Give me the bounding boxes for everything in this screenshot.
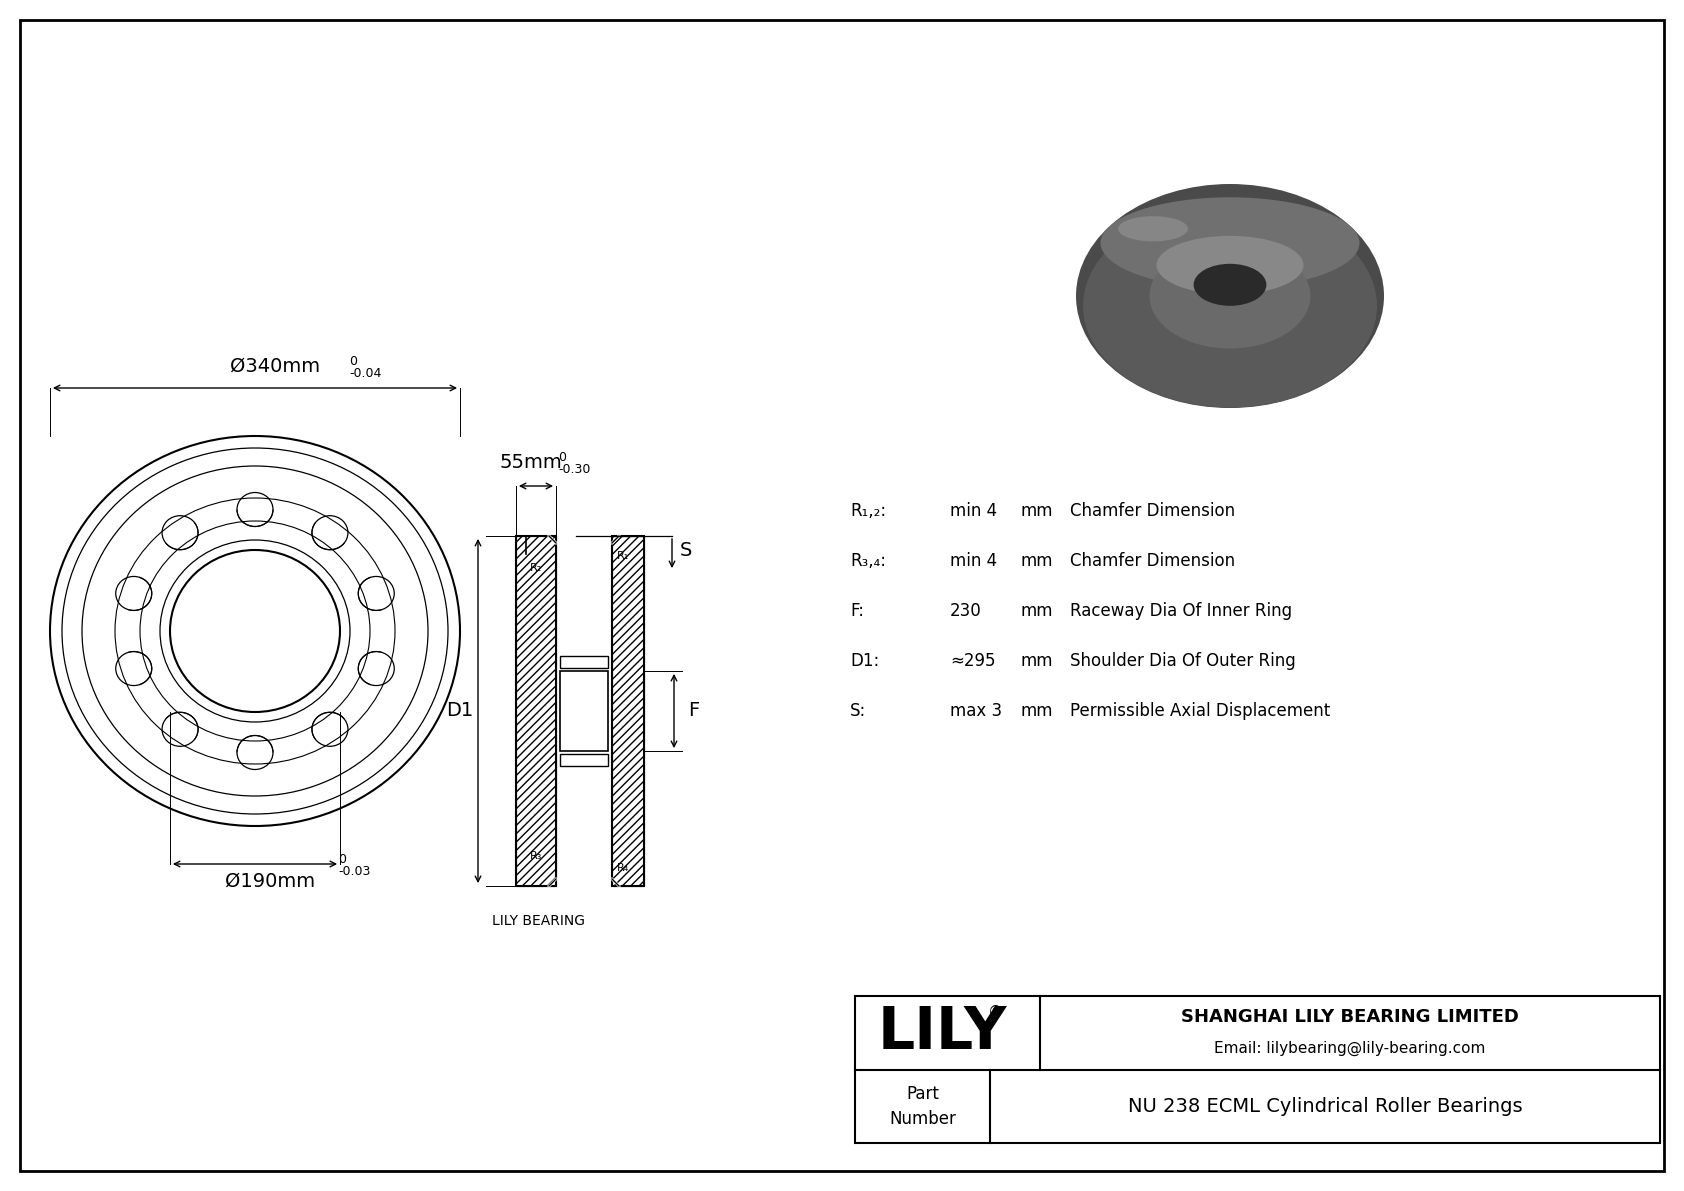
Text: mm: mm [1021, 651, 1052, 671]
Text: 0: 0 [338, 853, 345, 866]
Text: Part
Number: Part Number [889, 1085, 957, 1128]
Text: Chamfer Dimension: Chamfer Dimension [1069, 551, 1234, 570]
Bar [561, 754, 608, 766]
Bar [561, 671, 608, 752]
Bar [855, 996, 1660, 1143]
Text: S:: S: [850, 701, 866, 721]
Bar [515, 536, 556, 886]
Text: ≈295: ≈295 [950, 651, 995, 671]
Text: -0.04: -0.04 [349, 367, 381, 380]
Text: min 4: min 4 [950, 551, 997, 570]
Ellipse shape [1118, 217, 1187, 242]
Text: mm: mm [1021, 601, 1052, 621]
Text: Raceway Dia Of Inner Ring: Raceway Dia Of Inner Ring [1069, 601, 1292, 621]
Text: 0: 0 [349, 355, 357, 368]
Text: 230: 230 [950, 601, 982, 621]
Text: -0.03: -0.03 [338, 865, 370, 878]
Ellipse shape [1101, 198, 1359, 288]
Ellipse shape [1194, 263, 1266, 306]
Text: mm: mm [1021, 701, 1052, 721]
Text: NU 238 ECML Cylindrical Roller Bearings: NU 238 ECML Cylindrical Roller Bearings [1128, 1097, 1522, 1116]
Ellipse shape [1150, 243, 1310, 349]
Ellipse shape [1076, 183, 1384, 409]
Text: Chamfer Dimension: Chamfer Dimension [1069, 501, 1234, 520]
Text: R₁,₂:: R₁,₂: [850, 501, 886, 520]
Text: F:: F: [850, 601, 864, 621]
Text: min 4: min 4 [950, 501, 997, 520]
Text: Ø340mm: Ø340mm [231, 357, 320, 376]
Text: Shoulder Dia Of Outer Ring: Shoulder Dia Of Outer Ring [1069, 651, 1295, 671]
Text: Permissible Axial Displacement: Permissible Axial Displacement [1069, 701, 1330, 721]
Text: 0: 0 [557, 451, 566, 464]
Text: Ø190mm: Ø190mm [226, 872, 315, 891]
Text: R₄: R₄ [616, 863, 630, 873]
Text: D1: D1 [446, 701, 473, 721]
Text: max 3: max 3 [950, 701, 1002, 721]
Bar [561, 656, 608, 668]
Ellipse shape [1157, 236, 1303, 294]
Text: Email: lilybearing@lily-bearing.com: Email: lilybearing@lily-bearing.com [1214, 1041, 1485, 1056]
Text: F: F [689, 701, 699, 721]
Text: R₁: R₁ [616, 551, 630, 561]
Bar [611, 536, 643, 886]
Text: mm: mm [1021, 551, 1052, 570]
Text: ®: ® [989, 1005, 1004, 1021]
Text: R₂: R₂ [530, 563, 542, 573]
Text: 55mm: 55mm [500, 453, 562, 472]
Ellipse shape [1083, 205, 1378, 407]
Text: mm: mm [1021, 501, 1052, 520]
Text: LILY BEARING: LILY BEARING [492, 913, 584, 928]
Text: R₃: R₃ [530, 852, 542, 861]
Bar [515, 536, 556, 886]
Text: LILY: LILY [877, 1004, 1007, 1061]
Text: D1:: D1: [850, 651, 879, 671]
Text: -0.30: -0.30 [557, 463, 591, 476]
Bar [611, 536, 643, 886]
Text: R₃,₄:: R₃,₄: [850, 551, 886, 570]
Text: S: S [680, 541, 692, 560]
Text: SHANGHAI LILY BEARING LIMITED: SHANGHAI LILY BEARING LIMITED [1180, 1008, 1519, 1025]
